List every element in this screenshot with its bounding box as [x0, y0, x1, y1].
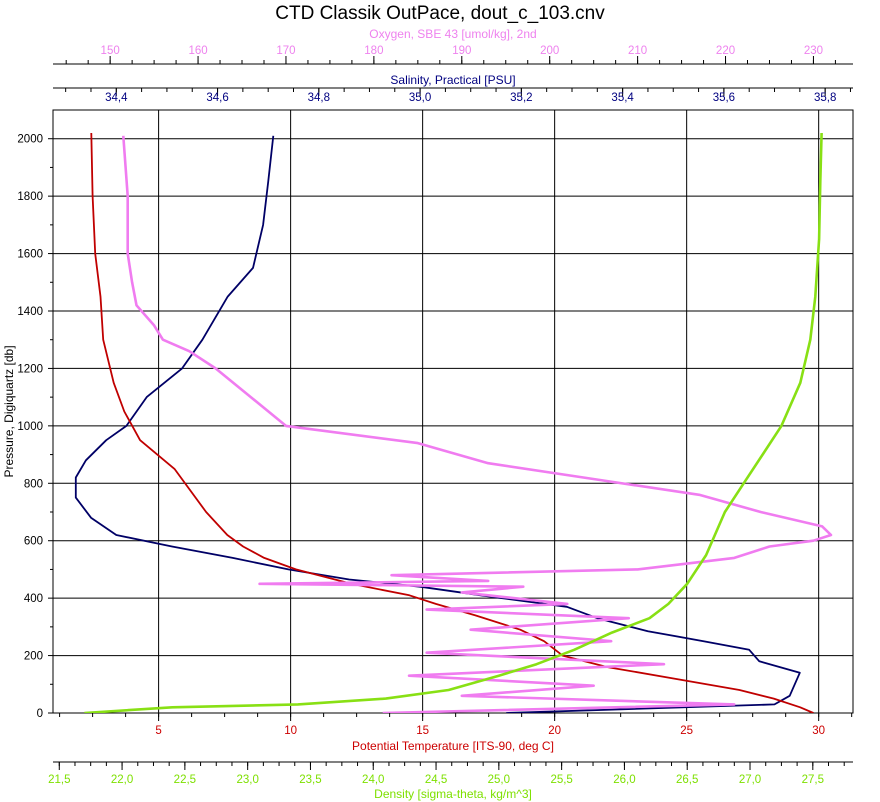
density-tick-label: 22,5 — [174, 774, 196, 786]
density-profile-line — [84, 132, 823, 713]
temperature-tick-label: 25 — [680, 725, 693, 737]
density-tick-label: 21,5 — [48, 774, 70, 786]
oxygen-tick-label: 190 — [452, 45, 471, 57]
salinity-profile-line — [74, 135, 801, 713]
oxygen-axis-label: Oxygen, SBE 43 [umol/kg], 2nd — [369, 27, 536, 41]
oxygen-tick-label: 230 — [804, 45, 823, 57]
salinity-tick-label: 34,4 — [105, 92, 128, 104]
temperature-axis-label: Potential Temperature [ITS-90, deg C] — [352, 739, 554, 753]
plot-border — [52, 109, 854, 714]
y-tick-label: 800 — [24, 478, 43, 490]
oxygen-tick-label: 180 — [364, 45, 383, 57]
oxygen-tick-label: 160 — [188, 45, 207, 57]
y-tick-label: 1200 — [17, 363, 43, 375]
plot-area — [52, 109, 854, 714]
density-tick-label: 26,5 — [676, 774, 698, 786]
salinity-axis-label: Salinity, Practical [PSU] — [390, 73, 515, 87]
salinity-tick-label: 35,4 — [611, 92, 634, 104]
density-tick-label: 23,0 — [236, 774, 258, 786]
salinity-tick-label: 35,6 — [713, 92, 735, 104]
density-tick-label: 22,0 — [111, 774, 133, 786]
y-tick-label: 200 — [24, 651, 43, 663]
y-tick-label: 0 — [37, 708, 43, 720]
density-tick-label: 23,5 — [299, 774, 321, 786]
salinity-tick-label: 35,2 — [510, 92, 532, 104]
salinity-tick-label: 34,6 — [206, 92, 228, 104]
y-axis-label: Pressure, Digiquartz [db] — [2, 345, 16, 477]
oxygen-tick-label: 210 — [628, 45, 647, 57]
chart-title: CTD Classik OutPace, dout_c_103.cnv — [275, 3, 605, 24]
oxygen-tick-label: 150 — [101, 45, 120, 57]
y-tick-label: 1800 — [17, 191, 43, 203]
temperature-tick-label: 15 — [416, 725, 429, 737]
temperature-tick-label: 20 — [548, 725, 561, 737]
y-tick-label: 2000 — [17, 134, 43, 146]
y-tick-label: 1000 — [17, 421, 43, 433]
salinity-tick-label: 35,0 — [409, 92, 431, 104]
series-layer — [74, 132, 833, 713]
density-axis-label: Density [sigma-theta, kg/m^3] — [374, 787, 532, 801]
oxygen-profile-line — [122, 135, 833, 713]
density-tick-label: 25,0 — [488, 774, 510, 786]
temperature-tick-label: 30 — [812, 725, 825, 737]
density-tick-label: 27,0 — [739, 774, 761, 786]
density-tick-label: 27,5 — [802, 774, 824, 786]
density-tick-label: 24,0 — [362, 774, 384, 786]
density-tick-label: 26,0 — [613, 774, 635, 786]
y-tick-label: 1400 — [17, 306, 43, 318]
y-tick-label: 600 — [24, 536, 43, 548]
density-tick-label: 25,5 — [550, 774, 572, 786]
y-tick-label: 400 — [24, 593, 43, 605]
temperature-tick-label: 5 — [155, 725, 161, 737]
oxygen-tick-label: 200 — [540, 45, 559, 57]
salinity-tick-label: 34,8 — [308, 92, 330, 104]
temperature-tick-label: 10 — [284, 725, 297, 737]
oxygen-tick-label: 170 — [276, 45, 295, 57]
salinity-tick-label: 35,8 — [814, 92, 836, 104]
density-tick-label: 24,5 — [425, 774, 447, 786]
oxygen-tick-label: 220 — [716, 45, 735, 57]
axes-layer: 0 200 400 600 800 1000 1200 1400 1600 1800 2000 Pre… — [2, 27, 853, 801]
y-tick-label: 1600 — [17, 249, 43, 261]
temperature-profile-line — [90, 132, 814, 713]
